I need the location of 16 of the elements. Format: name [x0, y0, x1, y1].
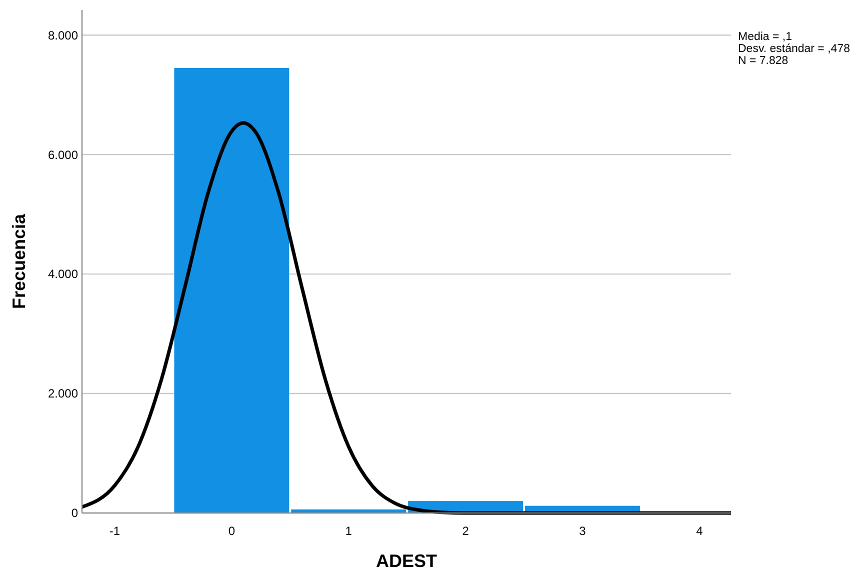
y-tick-label: 2.000	[48, 386, 78, 401]
x-tick-label: -1	[109, 524, 120, 538]
text: N = 7.828	[738, 55, 788, 67]
x-axis-title: ADEST	[376, 551, 438, 571]
x-tick-label: 4	[696, 524, 704, 538]
x-tick-label: 2	[462, 524, 470, 538]
y-tick-label: 6.000	[48, 148, 78, 162]
text: Desv. estándar = ,478	[738, 43, 850, 55]
x-tick-label: 3	[579, 524, 586, 538]
x-tick-label: 1	[345, 524, 352, 538]
y-tick-label: 0	[71, 506, 78, 520]
y-axis-title: Frecuencia	[9, 212, 29, 310]
y-tick-label: 4.000	[48, 267, 78, 282]
text: Media = ,1	[738, 31, 792, 43]
x-tick-label: 0	[228, 524, 236, 538]
y-tick-label: 8.000	[48, 28, 78, 42]
